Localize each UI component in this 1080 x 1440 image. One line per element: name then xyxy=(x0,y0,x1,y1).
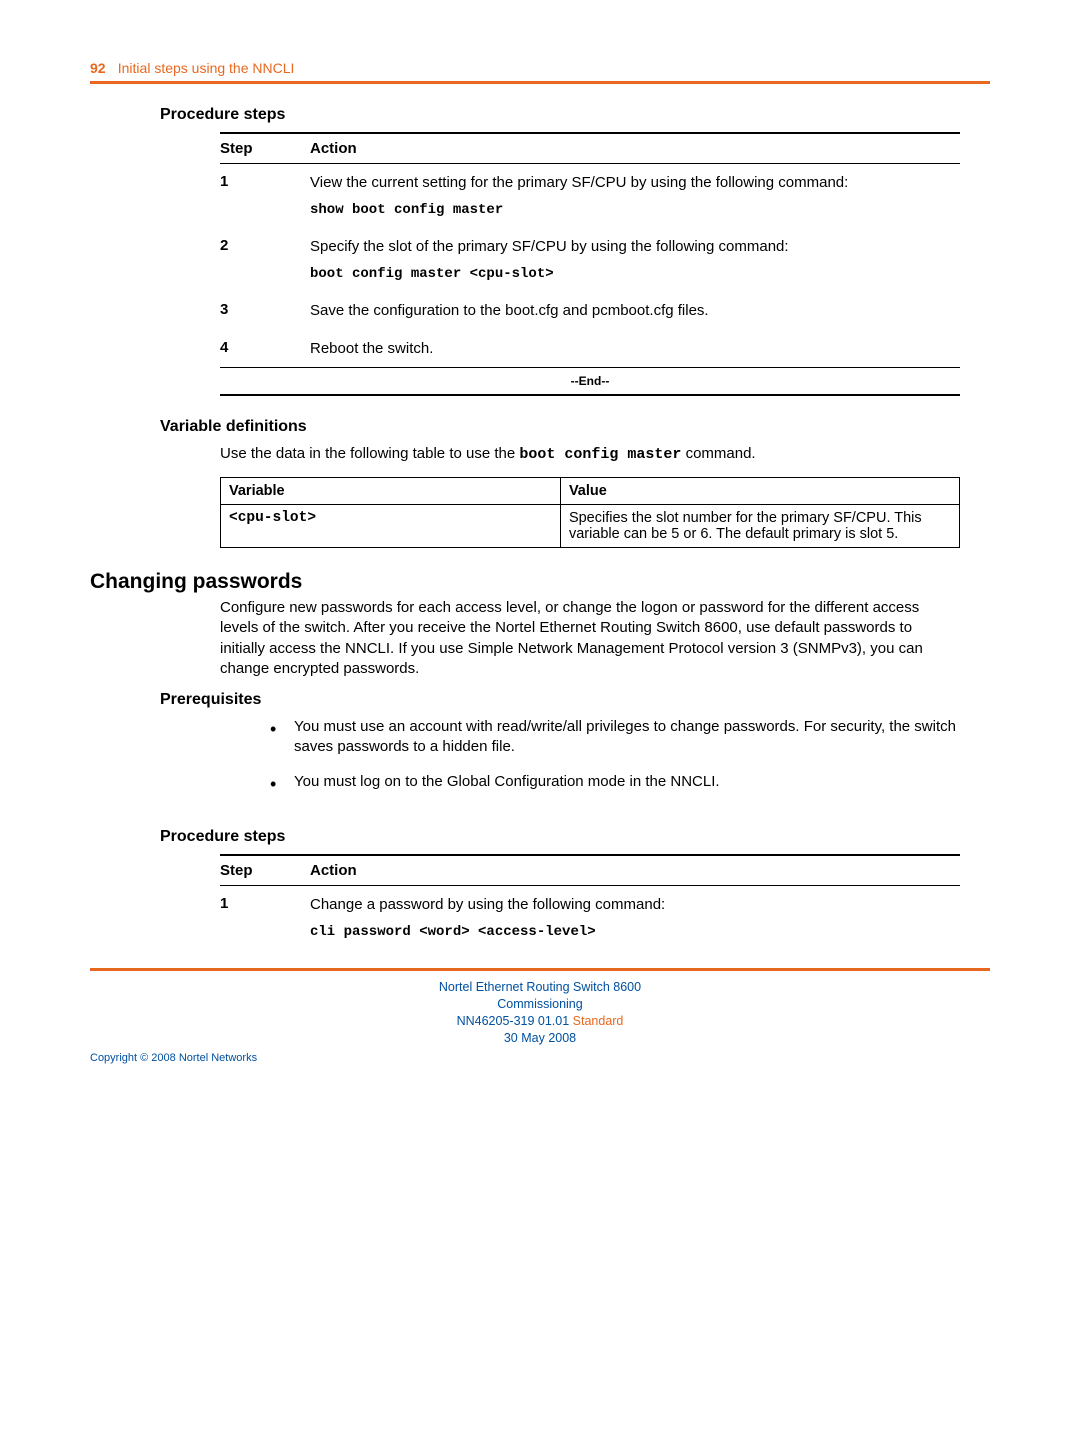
intro-pre: Use the data in the following table to u… xyxy=(220,445,519,462)
footer-line2: Commissioning xyxy=(90,996,990,1013)
val-head: Value xyxy=(560,478,959,505)
step-code: cli password <word> <access-level> xyxy=(310,923,960,942)
step-number: 1 xyxy=(220,173,310,228)
action-header: Action xyxy=(310,140,960,157)
changing-passwords-para: Configure new passwords for each access … xyxy=(220,598,960,679)
page-header: 92 Initial steps using the NNCLI xyxy=(90,60,990,77)
var-cell: <cpu-slot> xyxy=(221,505,561,548)
action-header: Action xyxy=(310,862,960,879)
prerequisites-heading: Prerequisites xyxy=(160,691,990,709)
step-text: View the current setting for the primary… xyxy=(310,173,960,193)
footer-line4: 30 May 2008 xyxy=(90,1030,990,1047)
list-item: You must use an account with read/write/… xyxy=(270,717,960,758)
intro-code: boot config master xyxy=(519,446,681,463)
footer-line3b: Standard xyxy=(573,1014,624,1028)
step-number: 4 xyxy=(220,339,310,367)
header-title: Initial steps using the NNCLI xyxy=(118,60,295,76)
footer-rule xyxy=(90,968,990,971)
step-text: Change a password by using the following… xyxy=(310,895,960,915)
step-code: boot config master <cpu-slot> xyxy=(310,265,960,284)
step-number: 2 xyxy=(220,237,310,292)
var-head: Variable xyxy=(221,478,561,505)
step-text: Save the configuration to the boot.cfg a… xyxy=(310,301,960,321)
intro-post: command. xyxy=(681,445,755,462)
prerequisites-list: You must use an account with read/write/… xyxy=(220,717,960,792)
procedure-steps-heading-1: Procedure steps xyxy=(160,106,990,124)
step-number: 3 xyxy=(220,301,310,329)
header-rule xyxy=(90,81,990,84)
end-marker: --End-- xyxy=(220,368,960,394)
variable-definitions-heading: Variable definitions xyxy=(160,418,990,436)
changing-passwords-heading: Changing passwords xyxy=(90,570,990,594)
step-header: Step xyxy=(220,862,310,879)
step-text: Specify the slot of the primary SF/CPU b… xyxy=(310,237,960,257)
step-code: show boot config master xyxy=(310,201,960,220)
footer-block: Nortel Ethernet Routing Switch 8600 Comm… xyxy=(90,979,990,1047)
copyright: Copyright © 2008 Nortel Networks xyxy=(90,1052,990,1064)
variable-table: Variable Value <cpu-slot> Specifies the … xyxy=(220,477,960,548)
procedure-steps-heading-2: Procedure steps xyxy=(160,828,990,846)
footer-line3a: NN46205-319 01.01 xyxy=(457,1014,573,1028)
val-cell: Specifies the slot number for the primar… xyxy=(560,505,959,548)
footer-line1: Nortel Ethernet Routing Switch 8600 xyxy=(90,979,990,996)
step-text: Reboot the switch. xyxy=(310,339,960,359)
page-number: 92 xyxy=(90,60,106,76)
step-number: 1 xyxy=(220,895,310,950)
footer-line3: NN46205-319 01.01 Standard xyxy=(90,1013,990,1030)
step-header: Step xyxy=(220,140,310,157)
list-item: You must log on to the Global Configurat… xyxy=(270,772,960,792)
variable-definitions-intro: Use the data in the following table to u… xyxy=(220,444,960,465)
